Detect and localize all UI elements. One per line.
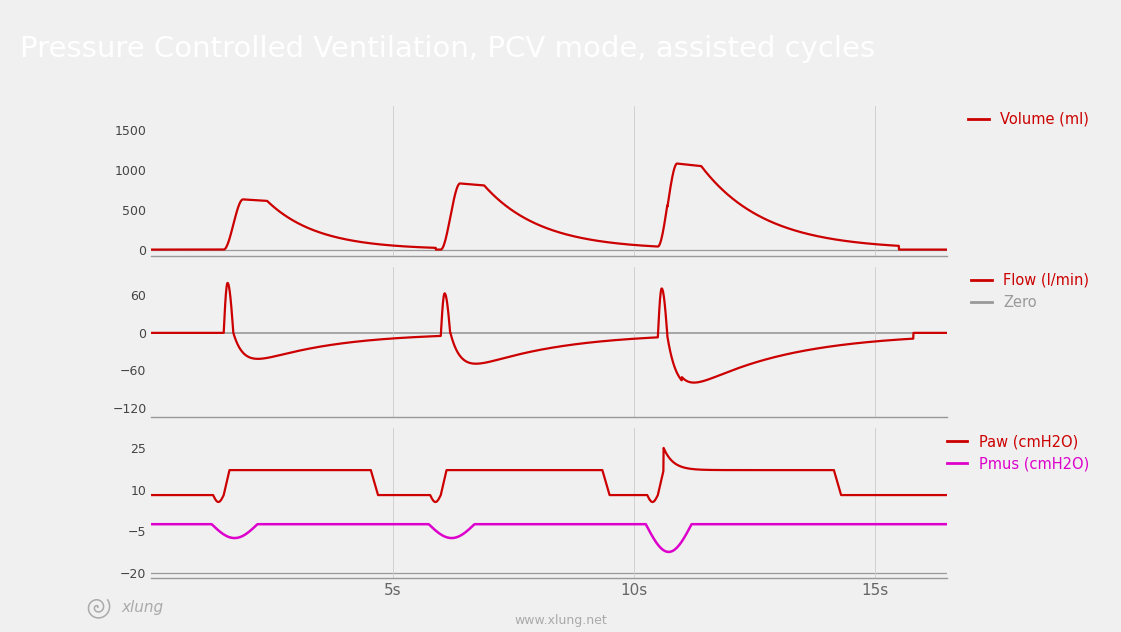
Legend: Flow (l/min), Zero: Flow (l/min), Zero xyxy=(965,267,1095,316)
Text: xlung: xlung xyxy=(121,600,164,616)
Text: Pressure Controlled Ventilation, PCV mode, assisted cycles: Pressure Controlled Ventilation, PCV mod… xyxy=(20,35,876,63)
Legend: Volume (ml): Volume (ml) xyxy=(963,106,1095,133)
Legend: Paw (cmH2O), Pmus (cmH2O): Paw (cmH2O), Pmus (cmH2O) xyxy=(942,428,1095,477)
Text: www.xlung.net: www.xlung.net xyxy=(515,614,606,627)
